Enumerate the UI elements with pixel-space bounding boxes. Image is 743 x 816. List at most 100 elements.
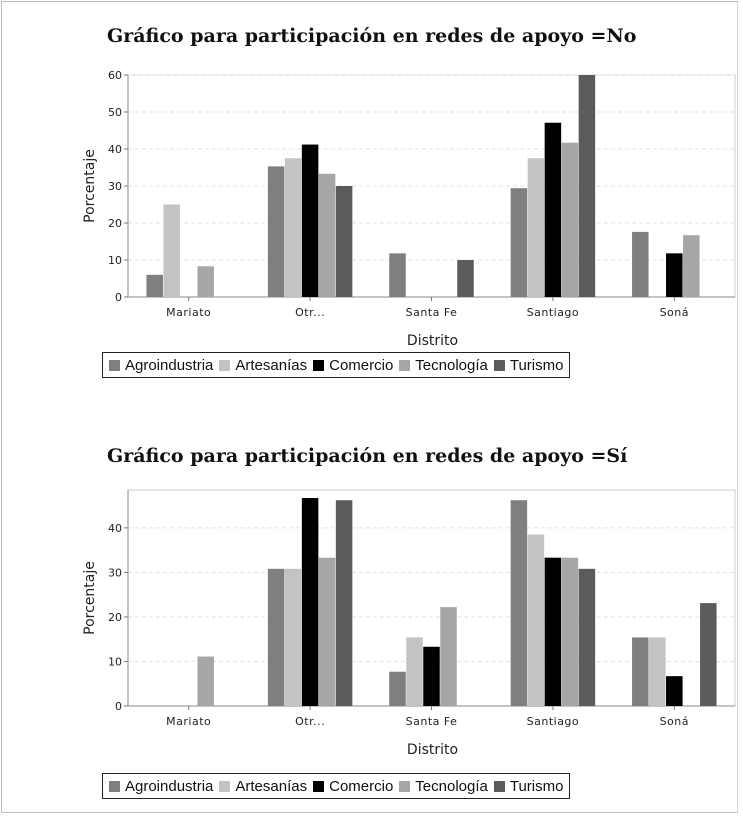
legend-label: Artesanías <box>235 777 308 795</box>
bar-turismo <box>700 603 717 706</box>
legend-item: Comercio <box>313 778 393 795</box>
legend-swatch <box>313 359 325 371</box>
x-tick-label: Otr... <box>295 715 325 728</box>
x-tick-label: Otr... <box>295 306 325 319</box>
bar-turismo <box>578 75 596 297</box>
y-tick-label: 10 <box>108 254 122 267</box>
bar-artesanías <box>406 637 423 706</box>
x-tick-label: Santiago <box>527 715 580 728</box>
legend-item: Tecnología <box>399 357 488 374</box>
legend-label: Tecnología <box>415 777 488 795</box>
legend-swatch <box>313 780 325 792</box>
y-axis-title: Porcentaje <box>82 561 98 635</box>
bar-comercio <box>544 557 562 706</box>
y-tick-label: 30 <box>108 180 122 193</box>
bar-turismo <box>335 500 353 706</box>
bar-agroindustria <box>510 500 528 706</box>
bar-turismo <box>335 186 353 297</box>
y-tick-label: 30 <box>108 566 122 579</box>
bar-agroindustria <box>267 568 285 706</box>
bar-agroindustria <box>510 188 528 297</box>
bar-artesanías <box>284 568 302 706</box>
chart-no: Gráfico para participación en redes de a… <box>0 25 743 385</box>
legend-label: Turismo <box>509 356 564 374</box>
bar-artesanías <box>649 637 666 706</box>
legend-item: Turismo <box>493 356 564 374</box>
x-tick-label: Soná <box>660 306 689 319</box>
bar-agroindustria <box>389 253 406 297</box>
legend-swatch <box>493 359 505 371</box>
legend-label: Comercio <box>329 356 394 374</box>
bar-artesanías <box>527 534 545 706</box>
y-tick-label: 50 <box>108 106 122 119</box>
y-tick-label: 20 <box>108 217 122 230</box>
legend-item: Artesanías <box>219 778 307 795</box>
y-tick-label: 40 <box>108 522 122 535</box>
legend-swatch <box>219 780 231 792</box>
x-tick-label: Mariato <box>166 715 211 728</box>
legend-item: Agroindustria <box>109 357 213 374</box>
legend-item: Artesanías <box>219 357 307 374</box>
y-tick-label: 0 <box>115 700 122 713</box>
bar-tecnología <box>197 656 214 706</box>
chart-title: Gráfico para participación en redes de a… <box>107 25 637 47</box>
legend: Agroindustria Artesanías Comercio Tecnologí… <box>102 352 571 378</box>
x-tick-label: Soná <box>660 715 689 728</box>
bar-turismo <box>578 568 596 706</box>
x-tick-label: Santa Fe <box>406 306 458 319</box>
bar-agroindustria <box>267 166 285 297</box>
bar-tecnología <box>318 173 336 297</box>
bar-agroindustria <box>632 231 649 297</box>
legend-item: Comercio <box>313 357 393 374</box>
bar-comercio <box>301 498 319 706</box>
legend-item: Tecnología <box>399 778 488 795</box>
y-tick-label: 60 <box>108 69 122 82</box>
bar-comercio <box>544 122 562 297</box>
bar-artesanías <box>527 158 545 297</box>
y-tick-label: 10 <box>108 655 122 668</box>
bar-comercio <box>666 253 683 297</box>
bar-artesanías <box>284 158 302 297</box>
y-tick-label: 20 <box>108 611 122 624</box>
x-tick-label: Mariato <box>166 306 211 319</box>
legend-swatch <box>109 780 120 792</box>
legend-swatch <box>399 359 411 371</box>
bar-tecnología <box>683 235 700 297</box>
legend-item: Agroindustria <box>109 778 213 795</box>
y-axis-title: Porcentaje <box>82 149 98 223</box>
legend-swatch <box>219 359 231 371</box>
bar-artesanías <box>163 204 180 297</box>
chart-si: Gráfico para participación en redes de a… <box>0 445 743 815</box>
legend: Agroindustria Artesanías Comercio Tecnologí… <box>102 773 571 799</box>
bar-tecnología <box>197 266 214 297</box>
x-axis-title: Distrito <box>407 333 458 349</box>
y-tick-label: 0 <box>115 291 122 304</box>
bar-comercio <box>666 676 683 706</box>
legend-label: Agroindustria <box>125 777 214 795</box>
legend-swatch <box>493 780 505 792</box>
bar-comercio <box>301 144 319 297</box>
legend-label: Artesanías <box>235 356 308 374</box>
bar-agroindustria <box>389 671 406 706</box>
legend-item: Turismo <box>493 777 564 795</box>
bar-tecnología <box>440 607 457 706</box>
bar-turismo <box>457 260 474 297</box>
bar-agroindustria <box>146 274 163 297</box>
legend-swatch <box>109 359 120 371</box>
x-tick-label: Santa Fe <box>406 715 458 728</box>
legend-swatch <box>399 780 411 792</box>
x-axis-title: Distrito <box>407 742 458 758</box>
bar-tecnología <box>561 142 579 297</box>
legend-label: Turismo <box>509 777 564 795</box>
bar-chart-si: 0 10 20 30 40 Mariato Otr... Santa Fe Santiago So… <box>82 489 736 758</box>
chart-title: Gráfico para participación en redes de a… <box>107 445 628 467</box>
bar-tecnología <box>318 557 336 706</box>
bar-chart-no: 0 10 20 30 40 50 60 Mariato Otr... Santa Fe Santia… <box>82 69 736 349</box>
bar-agroindustria <box>632 637 649 706</box>
x-tick-label: Santiago <box>527 306 580 319</box>
bar-tecnología <box>561 557 579 706</box>
legend-label: Tecnología <box>415 356 488 374</box>
y-tick-label: 40 <box>108 143 122 156</box>
legend-label: Agroindustria <box>125 356 214 374</box>
